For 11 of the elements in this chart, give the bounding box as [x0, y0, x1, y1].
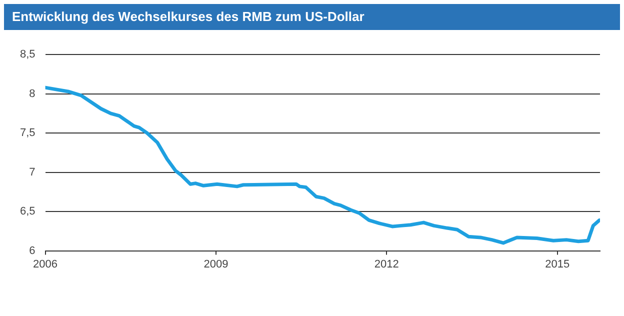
x-tick-label: 2015: [545, 258, 570, 270]
y-tick-label: 6,5: [20, 206, 36, 218]
y-tick-label: 8: [29, 88, 36, 100]
y-tick-label: 7,5: [20, 127, 36, 140]
x-tick-label: 2006: [33, 258, 58, 270]
y-tick-label: 8,5: [20, 48, 36, 61]
y-tick-label: 6: [29, 244, 36, 257]
x-tick-label: 2012: [374, 258, 399, 270]
x-tick-label: 2009: [204, 258, 228, 270]
chart-title: Entwicklung des Wechselkurses des RMB zum US-Dollar: [4, 4, 620, 30]
y-tick-label: 7: [29, 166, 36, 178]
